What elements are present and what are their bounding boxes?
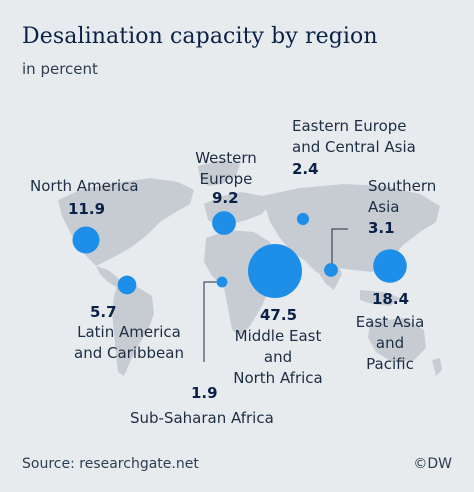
bubble-north-america xyxy=(72,226,100,254)
label-western-europe-line2: Europe xyxy=(199,170,253,188)
bubble-latin-america xyxy=(117,275,137,295)
map-subtitle: in percent xyxy=(22,60,98,78)
label-mena-line2: and xyxy=(263,348,293,366)
label-western-europe-line1: Western xyxy=(195,149,257,167)
value-north-america: 11.9 xyxy=(68,200,106,218)
value-middle-east-north-africa: 47.5 xyxy=(260,306,298,324)
label-eastern-europe-line1: Eastern Europe xyxy=(292,117,407,135)
value-southern-asia: 3.1 xyxy=(368,219,395,237)
value-eastern-europe-central-asia: 2.4 xyxy=(292,160,319,178)
bubble-middle-east-north-africa xyxy=(248,244,302,298)
label-southern-asia-line2: Asia xyxy=(368,198,400,216)
label-southern-asia-line1: Southern xyxy=(368,177,437,195)
label-western-europe: Western Europe xyxy=(186,148,266,190)
source-note: Source: researchgate.net xyxy=(22,456,199,472)
capacity-bubbles xyxy=(72,211,407,298)
bubble-east-asia-pacific xyxy=(373,249,407,283)
map-title: Desalination capacity by region xyxy=(22,24,378,49)
label-east-asia-line3: Pacific xyxy=(366,355,414,373)
label-southern-asia: Southern Asia xyxy=(368,176,436,218)
label-middle-east-north-africa: Middle East and North Africa xyxy=(226,326,330,389)
label-latin-america-line1: Latin America xyxy=(77,323,181,341)
label-east-asia-line2: and xyxy=(375,334,405,352)
publisher-credit: ©DW xyxy=(413,456,452,472)
callout-southern-asia xyxy=(331,228,348,272)
label-eastern-europe-line2: and Central Asia xyxy=(292,138,416,156)
label-latin-america-line2: and Caribbean xyxy=(74,344,184,362)
label-eastern-europe-central-asia: Eastern Europe and Central Asia xyxy=(292,116,416,158)
callout-lines xyxy=(203,228,348,362)
callout-sub-saharan-africa xyxy=(203,281,222,362)
label-east-asia-line1: East Asia xyxy=(355,313,425,331)
bubble-sub-saharan-africa xyxy=(216,276,228,288)
bubble-western-europe xyxy=(212,211,236,235)
value-western-europe: 9.2 xyxy=(212,189,239,207)
bubble-southern-asia xyxy=(324,263,338,277)
label-mena-line1: Middle East xyxy=(234,327,322,345)
label-mena-line3: North Africa xyxy=(233,369,323,387)
label-sub-saharan-africa: Sub-Saharan Africa xyxy=(130,409,274,427)
label-latin-america: Latin America and Caribbean xyxy=(62,322,196,364)
value-sub-saharan-africa: 1.9 xyxy=(191,384,218,402)
label-east-asia-pacific: East Asia and Pacific xyxy=(350,312,430,375)
value-east-asia-pacific: 18.4 xyxy=(372,290,410,308)
value-latin-america: 5.7 xyxy=(90,303,117,321)
bubble-eastern-europe-central-asia xyxy=(296,212,310,226)
label-north-america: North America xyxy=(30,177,139,195)
